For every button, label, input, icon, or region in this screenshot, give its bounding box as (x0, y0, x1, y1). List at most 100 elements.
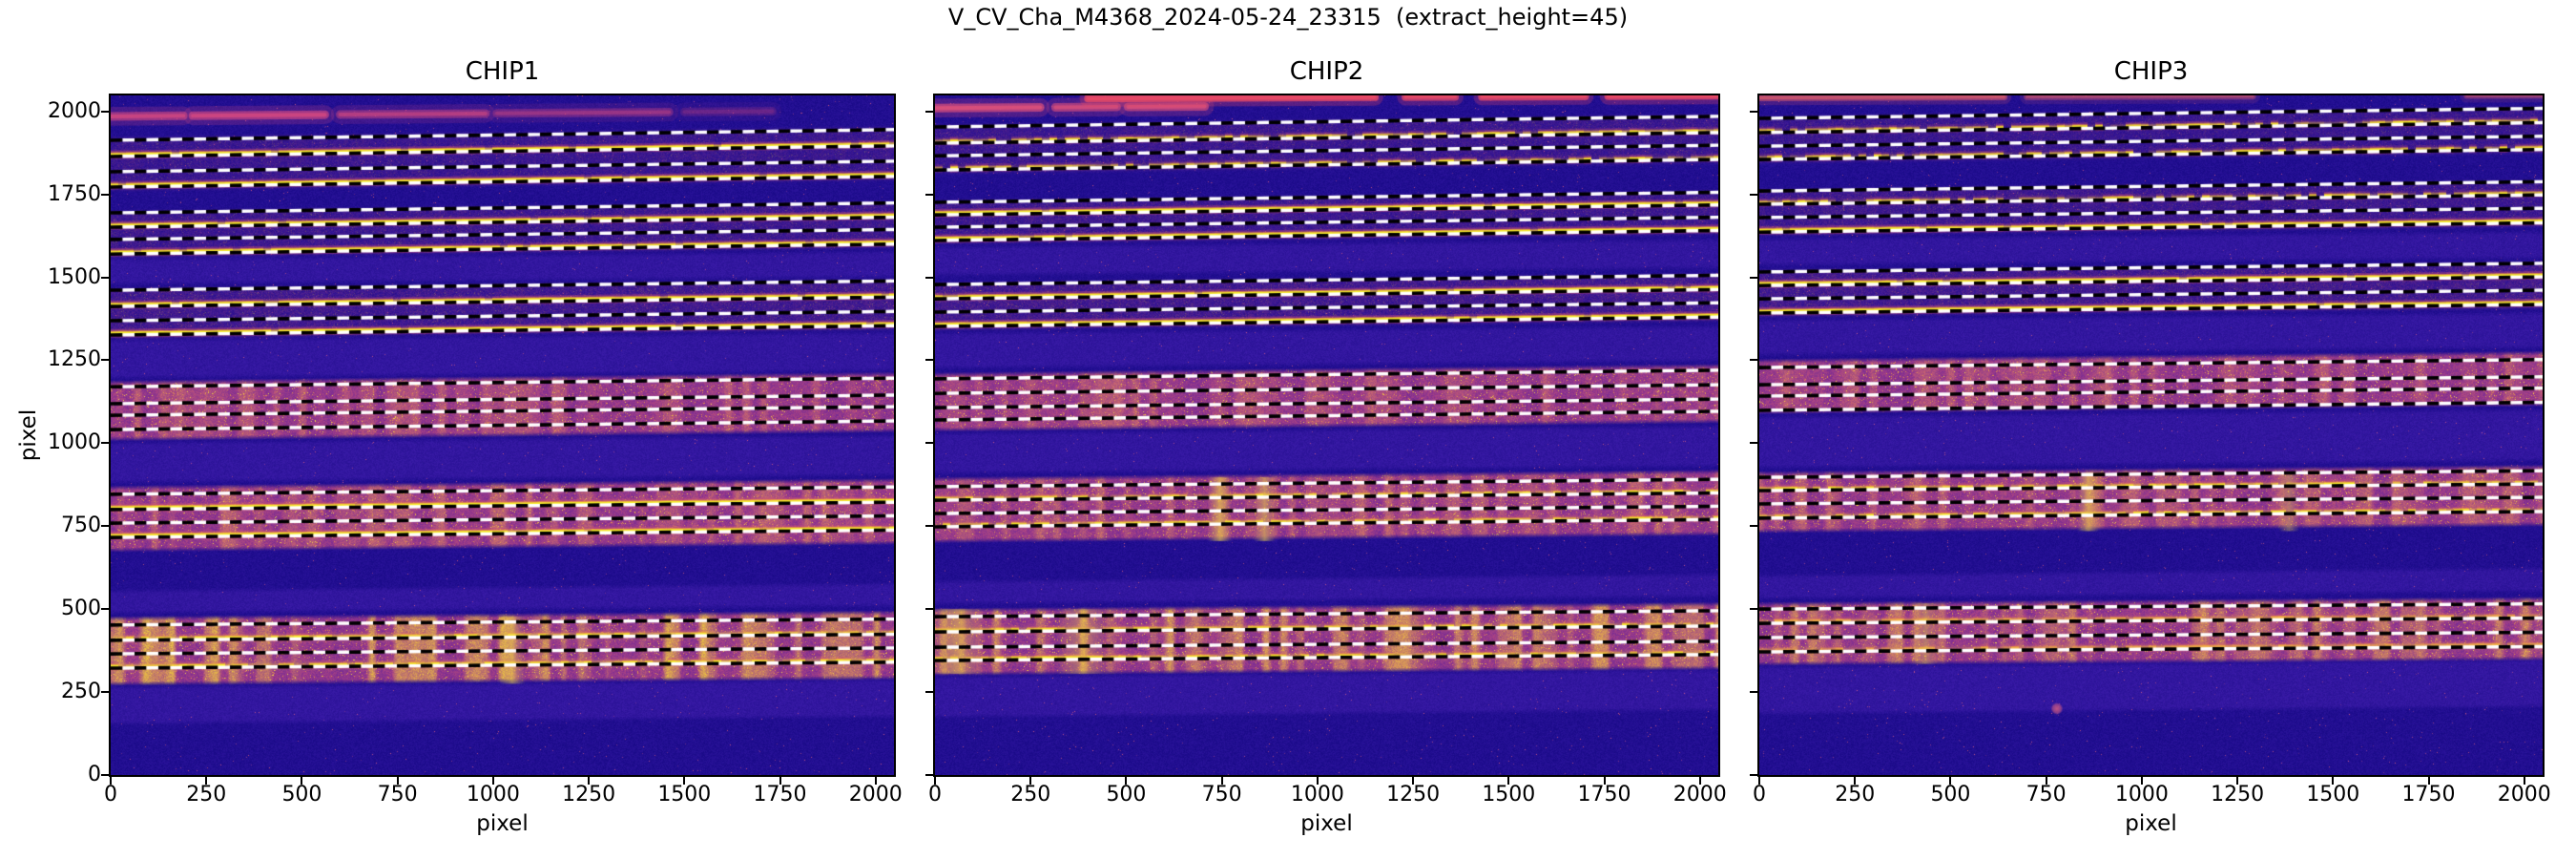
x-tick-mark (301, 777, 303, 785)
y-tick-label: 250 (61, 680, 101, 704)
y-tick-mark (925, 110, 933, 113)
x-tick-label: 0 (928, 783, 942, 807)
y-tick-label: 1250 (48, 347, 101, 372)
y-tick-mark (925, 193, 933, 196)
y-tick-mark (101, 359, 109, 362)
x-tick-label: 2000 (2497, 783, 2551, 807)
y-tick-label: 500 (61, 597, 101, 621)
x-tick-mark (1854, 777, 1857, 785)
panel-chip3: CHIP3 pixel 0 250 500 750 1000 1250 1500 1750 20… (1750, 0, 2551, 859)
y-tick-mark (1750, 525, 1757, 528)
axes-frame (933, 94, 1720, 777)
chip3-heatmap (1759, 95, 2543, 775)
x-tick-mark (2427, 777, 2430, 785)
x-tick-mark (1029, 777, 1032, 785)
y-tick-label: 1000 (48, 430, 101, 455)
y-tick-mark (1750, 442, 1757, 445)
x-tick-mark (683, 777, 686, 785)
x-tick-mark (934, 777, 936, 785)
y-tick-mark (101, 110, 109, 113)
y-tick-mark (1750, 359, 1757, 362)
x-tick-mark (1125, 777, 1128, 785)
x-tick-label: 1750 (2401, 783, 2456, 807)
x-tick-label: 250 (1010, 783, 1051, 807)
panel-chip2: CHIP2 pixel 0 250 500 750 1000 1250 1500 1750 20… (925, 0, 1727, 859)
y-tick-label: 1500 (48, 264, 101, 289)
y-tick-mark (925, 774, 933, 776)
x-tick-label: 750 (1201, 783, 1242, 807)
y-tick-label: 1750 (48, 181, 101, 206)
y-tick-mark (101, 691, 109, 694)
panel-title-chip2: CHIP2 (1289, 57, 1364, 86)
x-tick-mark (1316, 777, 1319, 785)
y-tick-mark (101, 442, 109, 445)
x-tick-mark (1412, 777, 1415, 785)
y-tick-mark (925, 691, 933, 694)
x-tick-label: 0 (104, 783, 117, 807)
x-tick-mark (2236, 777, 2239, 785)
x-tick-label: 500 (1930, 783, 1971, 807)
x-tick-label: 1250 (1386, 783, 1441, 807)
x-tick-mark (2332, 777, 2335, 785)
axes-frame (1757, 94, 2545, 777)
x-tick-mark (1949, 777, 1952, 785)
x-axis-label: pixel (476, 811, 529, 836)
x-tick-mark (779, 777, 781, 785)
y-tick-mark (1750, 608, 1757, 611)
x-tick-label: 1500 (1482, 783, 1536, 807)
x-tick-mark (1220, 777, 1223, 785)
x-tick-label: 750 (377, 783, 418, 807)
y-tick-mark (101, 276, 109, 279)
panel-chip1: CHIP1 pixel 0 250 500 750 1000 1250 1500 1750 20… (101, 0, 903, 859)
x-tick-mark (491, 777, 494, 785)
x-tick-label: 250 (186, 783, 227, 807)
x-axis-label: pixel (1300, 811, 1353, 836)
y-tick-label: 750 (61, 513, 101, 538)
x-tick-label: 1250 (562, 783, 616, 807)
x-tick-label: 250 (1835, 783, 1876, 807)
chip1-heatmap (111, 95, 894, 775)
x-tick-mark (2140, 777, 2143, 785)
y-tick-mark (1750, 691, 1757, 694)
y-tick-mark (925, 525, 933, 528)
x-tick-label: 500 (1106, 783, 1147, 807)
x-tick-label: 1500 (657, 783, 712, 807)
x-tick-mark (874, 777, 877, 785)
x-tick-label: 2000 (848, 783, 903, 807)
x-tick-label: 2000 (1672, 783, 1727, 807)
x-tick-label: 1000 (2114, 783, 2169, 807)
y-tick-label: 2000 (48, 98, 101, 123)
x-tick-mark (1698, 777, 1701, 785)
y-tick-mark (1750, 193, 1757, 196)
x-tick-mark (588, 777, 591, 785)
x-tick-label: 1500 (2306, 783, 2360, 807)
y-tick-mark (925, 276, 933, 279)
y-tick-mark (101, 774, 109, 776)
x-tick-mark (110, 777, 112, 785)
x-tick-label: 0 (1753, 783, 1766, 807)
x-tick-label: 1750 (753, 783, 807, 807)
y-tick-label: 0 (88, 763, 101, 786)
figure-title: V_CV_Cha_M4368_2024-05-24_23315 (extract… (947, 4, 1629, 31)
panel-title-chip3: CHIP3 (2113, 57, 2189, 86)
x-tick-label: 750 (2025, 783, 2067, 807)
x-tick-mark (1758, 777, 1760, 785)
x-axis-label: pixel (2125, 811, 2177, 836)
y-tick-mark (925, 359, 933, 362)
x-tick-mark (205, 777, 208, 785)
y-tick-mark (925, 442, 933, 445)
y-tick-mark (1750, 110, 1757, 113)
x-tick-label: 1750 (1577, 783, 1631, 807)
x-tick-label: 1250 (2211, 783, 2265, 807)
y-tick-mark (101, 608, 109, 611)
x-tick-mark (396, 777, 399, 785)
y-tick-mark (101, 525, 109, 528)
axes-frame (109, 94, 896, 777)
y-tick-mark (1750, 774, 1757, 776)
panel-title-chip1: CHIP1 (465, 57, 540, 86)
x-tick-label: 1000 (1290, 783, 1344, 807)
x-tick-mark (2045, 777, 2047, 785)
chip2-heatmap (935, 95, 1718, 775)
x-tick-label: 1000 (466, 783, 520, 807)
